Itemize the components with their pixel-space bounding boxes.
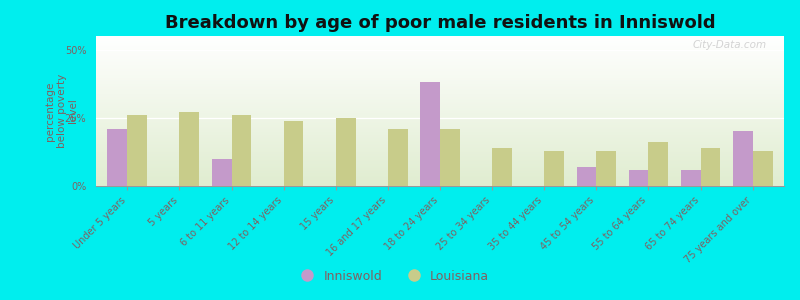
Bar — [440, 129, 460, 186]
Bar — [544, 151, 564, 186]
Title: Breakdown by age of poor male residents in Inniswold: Breakdown by age of poor male residents … — [165, 14, 715, 32]
Bar — [231, 115, 251, 186]
Bar — [127, 115, 147, 186]
Legend: Inniswold, Louisiana: Inniswold, Louisiana — [290, 265, 494, 288]
Bar — [420, 82, 440, 186]
Bar — [753, 151, 773, 186]
Text: City-Data.com: City-Data.com — [693, 40, 766, 50]
Bar — [212, 159, 231, 186]
Bar — [701, 148, 721, 186]
Bar — [629, 169, 649, 186]
Bar — [179, 112, 199, 186]
Bar — [681, 169, 701, 186]
Bar — [492, 148, 512, 186]
Bar — [284, 121, 303, 186]
Bar — [336, 118, 355, 186]
Y-axis label: percentage
below poverty
level: percentage below poverty level — [46, 74, 78, 148]
Bar — [577, 167, 596, 186]
Bar — [733, 131, 753, 186]
Bar — [107, 129, 127, 186]
Bar — [649, 142, 668, 186]
Bar — [388, 129, 408, 186]
Bar — [596, 151, 616, 186]
